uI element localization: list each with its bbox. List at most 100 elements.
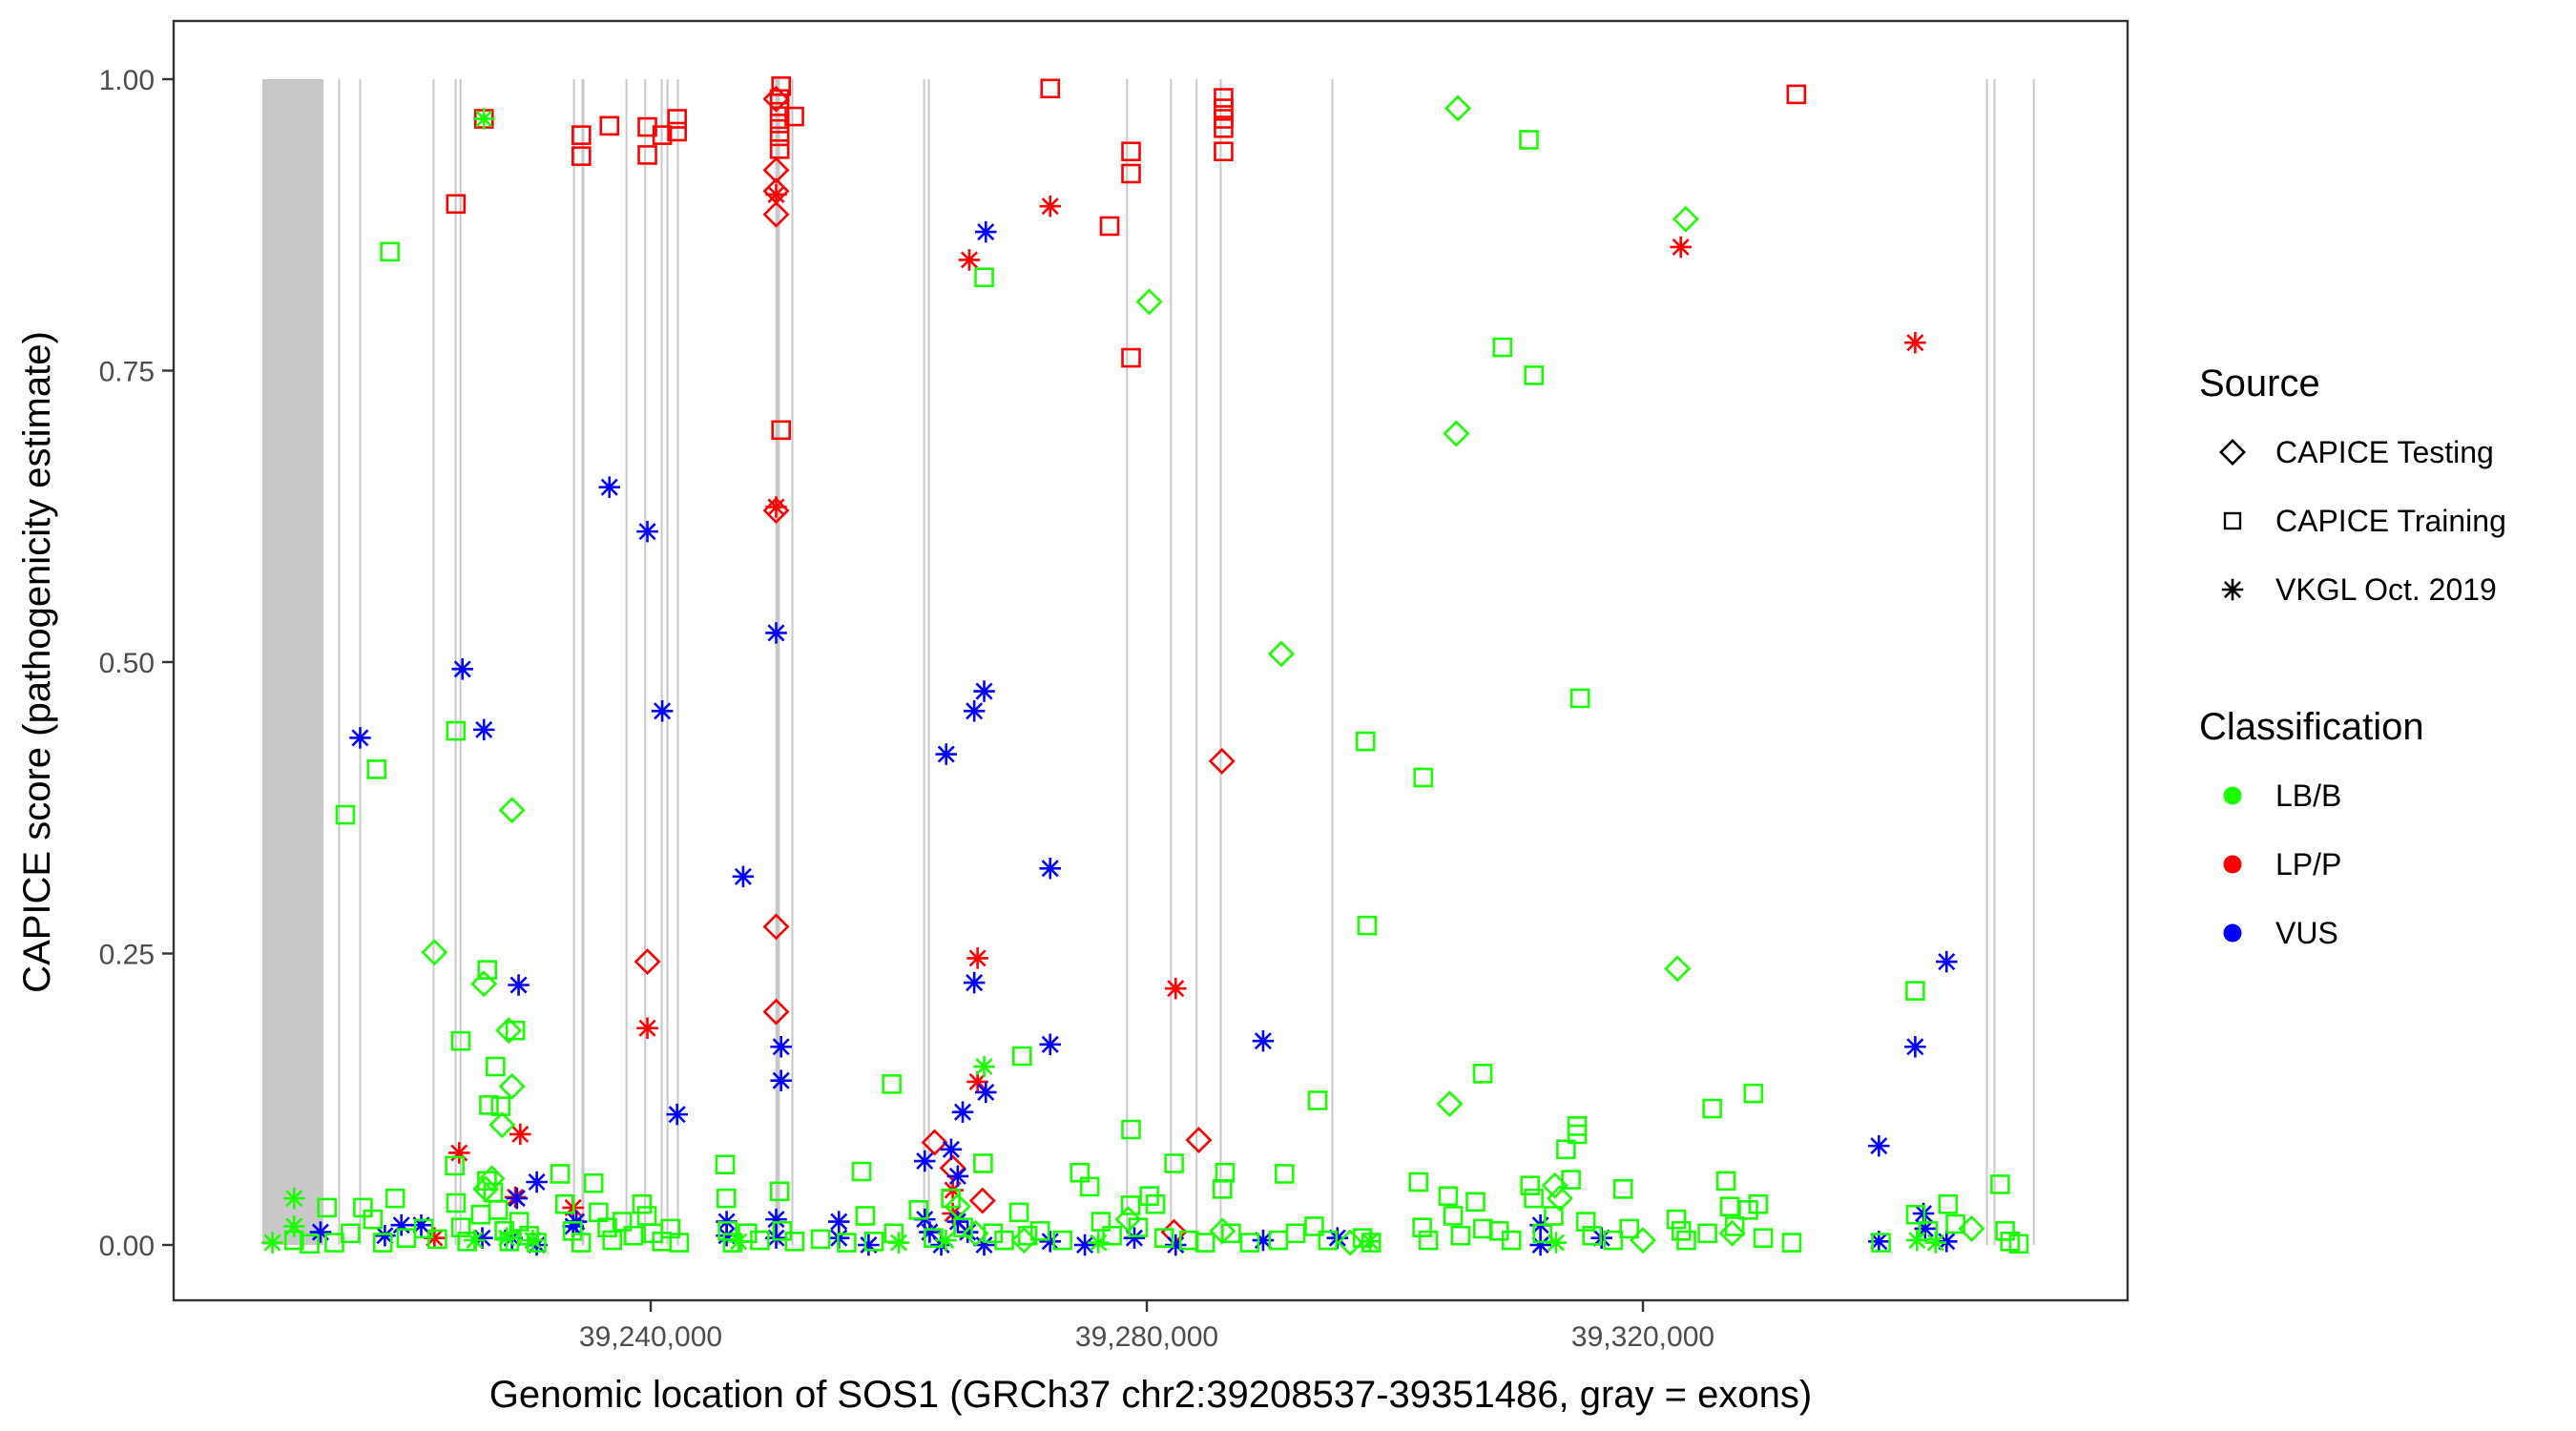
- data-point-diamond-lpp: [762, 156, 790, 184]
- data-point-square-lpp: [784, 106, 804, 127]
- data-point-asterisk-vus: [963, 971, 986, 994]
- data-point-square-lbb: [974, 267, 994, 288]
- data-point-square-lbb: [1748, 1193, 1769, 1214]
- data-point-square-lbb: [384, 1188, 405, 1209]
- data-point-square-lbb: [1153, 1228, 1174, 1248]
- data-point-asterisk-vus: [963, 700, 986, 722]
- data-point-square-lbb: [1357, 915, 1378, 936]
- data-point-square-lbb: [669, 1233, 690, 1253]
- data-point-square-lbb: [1450, 1225, 1471, 1246]
- data-point-square-lpp: [769, 139, 790, 159]
- data-point-square-lbb: [716, 1188, 737, 1209]
- data-point-asterisk-vus: [1039, 1033, 1061, 1056]
- data-point-diamond-lbb: [488, 1111, 516, 1139]
- data-point-diamond-lbb: [1436, 1090, 1464, 1118]
- data-point-square-lbb: [632, 1193, 653, 1214]
- exon-band: [666, 79, 669, 1245]
- data-point-square-lbb: [1318, 1230, 1339, 1251]
- exon-band: [1993, 79, 1996, 1245]
- legend-item: LP/P: [2223, 847, 2341, 881]
- color-dot-icon: [2223, 923, 2242, 943]
- data-point-square-lbb: [1195, 1233, 1215, 1253]
- data-point-square-lbb: [908, 1200, 929, 1220]
- data-point-asterisk-lbb: [1359, 1231, 1381, 1253]
- data-point-asterisk-lpp: [966, 1070, 988, 1093]
- data-point-square-lbb: [505, 1020, 526, 1041]
- data-point-square-lbb: [380, 241, 400, 262]
- asterisk-icon: [2221, 578, 2244, 601]
- data-point-square-lbb: [602, 1230, 623, 1251]
- data-point-diamond-lbb: [962, 1219, 989, 1247]
- data-point-diamond-lbb: [1010, 1227, 1038, 1255]
- data-point-diamond-lbb: [1209, 1217, 1236, 1245]
- data-point-asterisk-lpp: [958, 249, 981, 271]
- data-point-asterisk-vus: [770, 1036, 792, 1058]
- data-point-square-lbb: [769, 1181, 790, 1202]
- data-point-asterisk-vus: [1868, 1134, 1890, 1157]
- data-point-diamond-lbb: [1541, 1172, 1568, 1199]
- data-point-square-lbb: [1012, 1046, 1032, 1067]
- data-point-square-lpp: [1121, 141, 1141, 162]
- data-point-square-lbb: [973, 1153, 993, 1173]
- data-point-asterisk-vus: [1936, 950, 1958, 973]
- data-point-asterisk-vus: [765, 622, 787, 644]
- data-point-diamond-lbb: [498, 1072, 526, 1100]
- data-point-square-lpp: [652, 125, 673, 145]
- legend-item: VUS: [2223, 916, 2338, 950]
- exon-band: [1170, 79, 1173, 1245]
- exon-band: [775, 79, 780, 1245]
- data-point-square-lpp: [571, 146, 592, 166]
- exon-band: [262, 79, 324, 1245]
- data-point-square-lbb: [1532, 1223, 1552, 1244]
- data-point-square-lbb: [1905, 981, 1925, 1001]
- legend-label: VKGL Oct. 2019: [2275, 572, 2497, 607]
- exon-band: [791, 79, 794, 1245]
- data-point-square-lpp: [1121, 163, 1141, 184]
- data-point-square-lpp: [637, 145, 657, 165]
- data-point-diamond-lpp: [634, 948, 661, 976]
- data-point-square-lbb: [855, 1206, 876, 1226]
- data-point-asterisk-vus: [935, 743, 957, 765]
- data-point-asterisk-lpp: [509, 1123, 531, 1146]
- exon-band: [1195, 79, 1198, 1245]
- data-point-square-lbb: [1990, 1174, 2010, 1194]
- data-point-square-lpp: [1099, 216, 1120, 237]
- data-point-diamond-lbb: [1267, 640, 1295, 668]
- data-point-diamond-lbb: [421, 939, 448, 966]
- data-point-square-lbb: [1285, 1223, 1306, 1244]
- data-point-square-lbb: [1905, 1204, 1926, 1225]
- data-point-square-lbb: [1017, 1225, 1038, 1246]
- data-point-diamond-lbb: [1444, 94, 1472, 122]
- data-point-asterisk-lpp: [1039, 195, 1061, 218]
- data-point-square-lbb: [479, 1095, 499, 1115]
- data-point-asterisk-vus: [506, 1187, 529, 1210]
- data-point-square-lbb: [1070, 1162, 1091, 1183]
- legend-item: VKGL Oct. 2019: [2221, 572, 2497, 607]
- data-point-asterisk-vus: [973, 680, 995, 702]
- data-point-square-lpp: [667, 109, 687, 129]
- exon-band: [625, 79, 628, 1245]
- y-tick-label: 0.75: [99, 357, 155, 388]
- square-icon: [2223, 511, 2242, 530]
- data-point-square-lbb: [1715, 1171, 1736, 1192]
- exon-band: [923, 79, 925, 1245]
- data-point-square-lpp: [571, 125, 592, 145]
- legend: Source CAPICE Testing CAPICE Training VKGL …: [2199, 363, 2506, 950]
- legend-label: VUS: [2275, 916, 2338, 950]
- data-point-square-lbb: [550, 1164, 571, 1184]
- data-point-asterisk-lpp: [1670, 236, 1692, 259]
- data-point-square-lbb: [486, 1056, 506, 1077]
- data-point-square-lbb: [1871, 1233, 1891, 1253]
- data-point-square-lbb: [317, 1197, 338, 1218]
- data-point-square-lbb: [1918, 1221, 1939, 1241]
- data-point-square-lbb: [1472, 1064, 1493, 1084]
- exon-band: [338, 79, 341, 1245]
- data-point-square-lbb: [1544, 1206, 1564, 1226]
- data-point-square-lbb: [1121, 1119, 1141, 1140]
- data-point-asterisk-vus: [1904, 1036, 1926, 1058]
- data-point-asterisk-lpp: [765, 496, 787, 518]
- data-point-square-lpp: [1214, 118, 1234, 138]
- legend-label: CAPICE Training: [2275, 504, 2506, 538]
- data-point-square-lbb: [1556, 1139, 1576, 1160]
